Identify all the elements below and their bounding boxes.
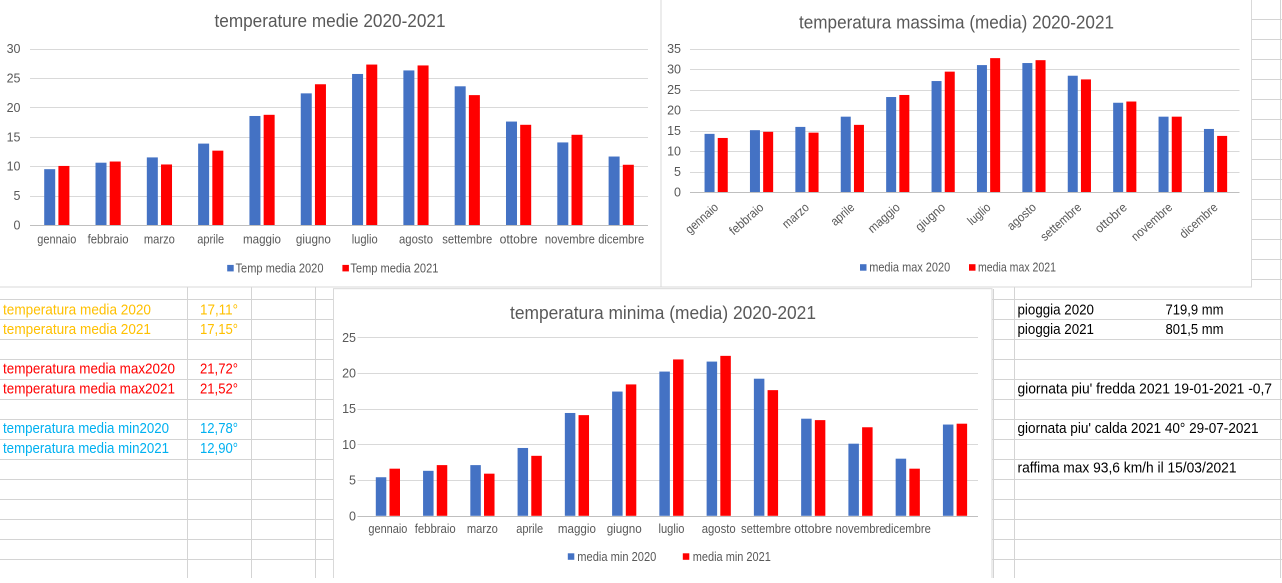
svg-text:aprile: aprile bbox=[197, 233, 224, 247]
svg-text:maggio: maggio bbox=[243, 233, 281, 247]
svg-text:dicembre: dicembre bbox=[598, 233, 644, 247]
svg-text:Temp media 2020: Temp media 2020 bbox=[236, 261, 324, 275]
svg-text:settembre: settembre bbox=[741, 522, 791, 536]
svg-text:temperatura media 2020: temperatura media 2020 bbox=[3, 302, 151, 318]
svg-text:raffima max 93,6 km/h il 15/03: raffima max 93,6 km/h il 15/03/2021 bbox=[1018, 461, 1237, 477]
svg-text:aprile: aprile bbox=[516, 522, 543, 536]
svg-text:temperatura minima (media) 202: temperatura minima (media) 2020-2021 bbox=[510, 302, 816, 323]
svg-text:media min 2021: media min 2021 bbox=[693, 550, 771, 564]
svg-text:luglio: luglio bbox=[659, 522, 685, 536]
svg-text:agosto: agosto bbox=[399, 233, 433, 247]
svg-text:marzo: marzo bbox=[144, 233, 175, 247]
svg-text:30: 30 bbox=[667, 63, 681, 77]
svg-text:settembre: settembre bbox=[442, 233, 492, 247]
svg-text:ottobre: ottobre bbox=[794, 522, 832, 536]
svg-text:ottobre: ottobre bbox=[500, 233, 538, 247]
svg-text:17,11°: 17,11° bbox=[200, 302, 238, 318]
svg-text:5: 5 bbox=[14, 189, 21, 203]
svg-text:febbraio: febbraio bbox=[415, 522, 456, 536]
svg-text:25: 25 bbox=[667, 83, 681, 97]
svg-text:marzo: marzo bbox=[467, 522, 498, 536]
svg-text:17,15°: 17,15° bbox=[200, 322, 238, 338]
svg-text:pioggia 2021: pioggia 2021 bbox=[1018, 322, 1095, 338]
svg-text:temperatura media min2020: temperatura media min2020 bbox=[3, 421, 169, 437]
svg-text:0: 0 bbox=[14, 219, 21, 233]
svg-text:media max 2020: media max 2020 bbox=[869, 261, 950, 275]
svg-text:25: 25 bbox=[7, 72, 21, 86]
svg-text:media max 2021: media max 2021 bbox=[978, 261, 1056, 275]
svg-text:maggio: maggio bbox=[558, 522, 596, 536]
svg-text:20: 20 bbox=[7, 101, 21, 115]
svg-text:15: 15 bbox=[7, 130, 21, 144]
svg-text:temperature medie 2020-2021: temperature medie 2020-2021 bbox=[215, 10, 446, 31]
svg-text:gennaio: gennaio bbox=[368, 522, 407, 536]
svg-text:10: 10 bbox=[342, 438, 356, 452]
svg-text:giugno: giugno bbox=[296, 233, 331, 247]
svg-text:0: 0 bbox=[674, 186, 681, 200]
svg-text:temperatura media max2021: temperatura media max2021 bbox=[3, 382, 175, 398]
svg-text:pioggia 2020: pioggia 2020 bbox=[1018, 302, 1095, 318]
svg-text:15: 15 bbox=[342, 402, 356, 416]
svg-text:0: 0 bbox=[349, 509, 356, 523]
svg-text:dicembre: dicembre bbox=[885, 522, 931, 536]
svg-text:21,52°: 21,52° bbox=[200, 382, 238, 398]
svg-text:5: 5 bbox=[349, 474, 356, 488]
svg-text:giugno: giugno bbox=[607, 522, 642, 536]
svg-text:giornata piu' calda 2021 40°: giornata piu' calda 2021 40° 29-07-2021 bbox=[1018, 421, 1259, 437]
svg-text:21,72°: 21,72° bbox=[200, 362, 238, 378]
svg-text:Temp media 2021: Temp media 2021 bbox=[350, 261, 438, 275]
svg-text:801,5 mm: 801,5 mm bbox=[1166, 322, 1224, 338]
svg-text:20: 20 bbox=[342, 367, 356, 381]
svg-text:10: 10 bbox=[667, 145, 681, 159]
svg-text:20: 20 bbox=[667, 104, 681, 118]
svg-text:novembre: novembre bbox=[836, 522, 886, 536]
svg-text:febbraio: febbraio bbox=[88, 233, 129, 247]
svg-text:719,9 mm: 719,9 mm bbox=[1166, 302, 1224, 318]
svg-text:12,78°: 12,78° bbox=[200, 421, 238, 437]
svg-text:temperatura media 2021: temperatura media 2021 bbox=[3, 322, 151, 338]
svg-text:30: 30 bbox=[7, 42, 21, 56]
svg-text:gennaio: gennaio bbox=[37, 233, 76, 247]
svg-text:temperatura media min2021: temperatura media min2021 bbox=[3, 441, 169, 457]
svg-text:agosto: agosto bbox=[702, 522, 736, 536]
svg-text:5: 5 bbox=[674, 165, 681, 179]
svg-text:10: 10 bbox=[7, 160, 21, 174]
svg-text:novembre: novembre bbox=[545, 233, 595, 247]
svg-text:35: 35 bbox=[667, 42, 681, 56]
svg-text:15: 15 bbox=[667, 124, 681, 138]
svg-text:temperatura media max2020: temperatura media max2020 bbox=[3, 362, 175, 378]
svg-text:luglio: luglio bbox=[352, 233, 378, 247]
svg-text:media min 2020: media min 2020 bbox=[577, 550, 656, 564]
svg-text:giornata piu' fredda 2021 19-: giornata piu' fredda 2021 19-01-2021 -0,… bbox=[1018, 382, 1273, 398]
svg-text:12,90°: 12,90° bbox=[200, 441, 238, 457]
svg-text:temperatura massima (media) 20: temperatura massima (media) 2020-2021 bbox=[799, 12, 1114, 33]
svg-text:25: 25 bbox=[342, 331, 356, 345]
